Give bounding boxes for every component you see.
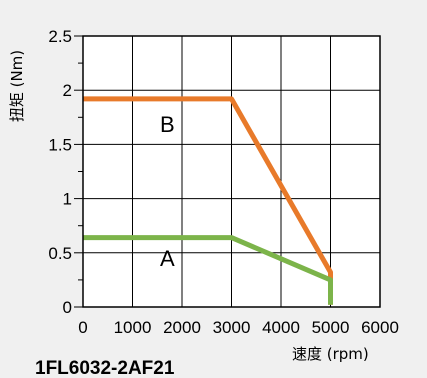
x-tick-label: 6000 [361,318,399,337]
y-tick-label: 0.5 [48,244,72,263]
model-number: 1FL6032-2AF21 [35,358,175,378]
y-tick-label: 1.5 [48,135,72,154]
series-lines [83,96,333,305]
x-tick-label: 4000 [262,318,300,337]
x-tick-label: 3000 [213,318,251,337]
axis-ticks: 0 1000 2000 3000 4000 5000 6000 0 0.5 1 1.5 2 2.5 [48,27,399,337]
y-tick-label: 1 [63,190,72,209]
y-tick-label: 2 [63,81,72,100]
x-tick-label: 2000 [163,318,201,337]
series-line-a [83,235,333,305]
y-tick-label: 0 [63,298,72,317]
series-label-a: A [160,246,175,271]
x-tick-label: 1000 [114,318,152,337]
x-axis-title: 速度 (rpm) [292,345,369,363]
series-label-b: B [160,112,175,137]
x-tick-label: 5000 [312,318,350,337]
x-tick-label: 0 [78,318,87,337]
y-axis-title: 扭矩 (Nm) [8,50,26,122]
y-tick-label: 2.5 [48,27,72,46]
